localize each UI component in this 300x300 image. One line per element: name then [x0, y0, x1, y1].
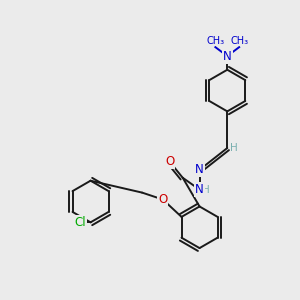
- Text: CH₃: CH₃: [206, 36, 224, 46]
- Text: O: O: [158, 193, 167, 206]
- Text: N: N: [195, 163, 204, 176]
- Text: H: H: [230, 143, 238, 153]
- Text: N: N: [223, 50, 232, 63]
- Text: O: O: [165, 155, 174, 168]
- Text: CH₃: CH₃: [230, 36, 248, 46]
- Text: Cl: Cl: [74, 216, 86, 229]
- Text: N: N: [195, 183, 204, 196]
- Text: H: H: [202, 184, 210, 195]
